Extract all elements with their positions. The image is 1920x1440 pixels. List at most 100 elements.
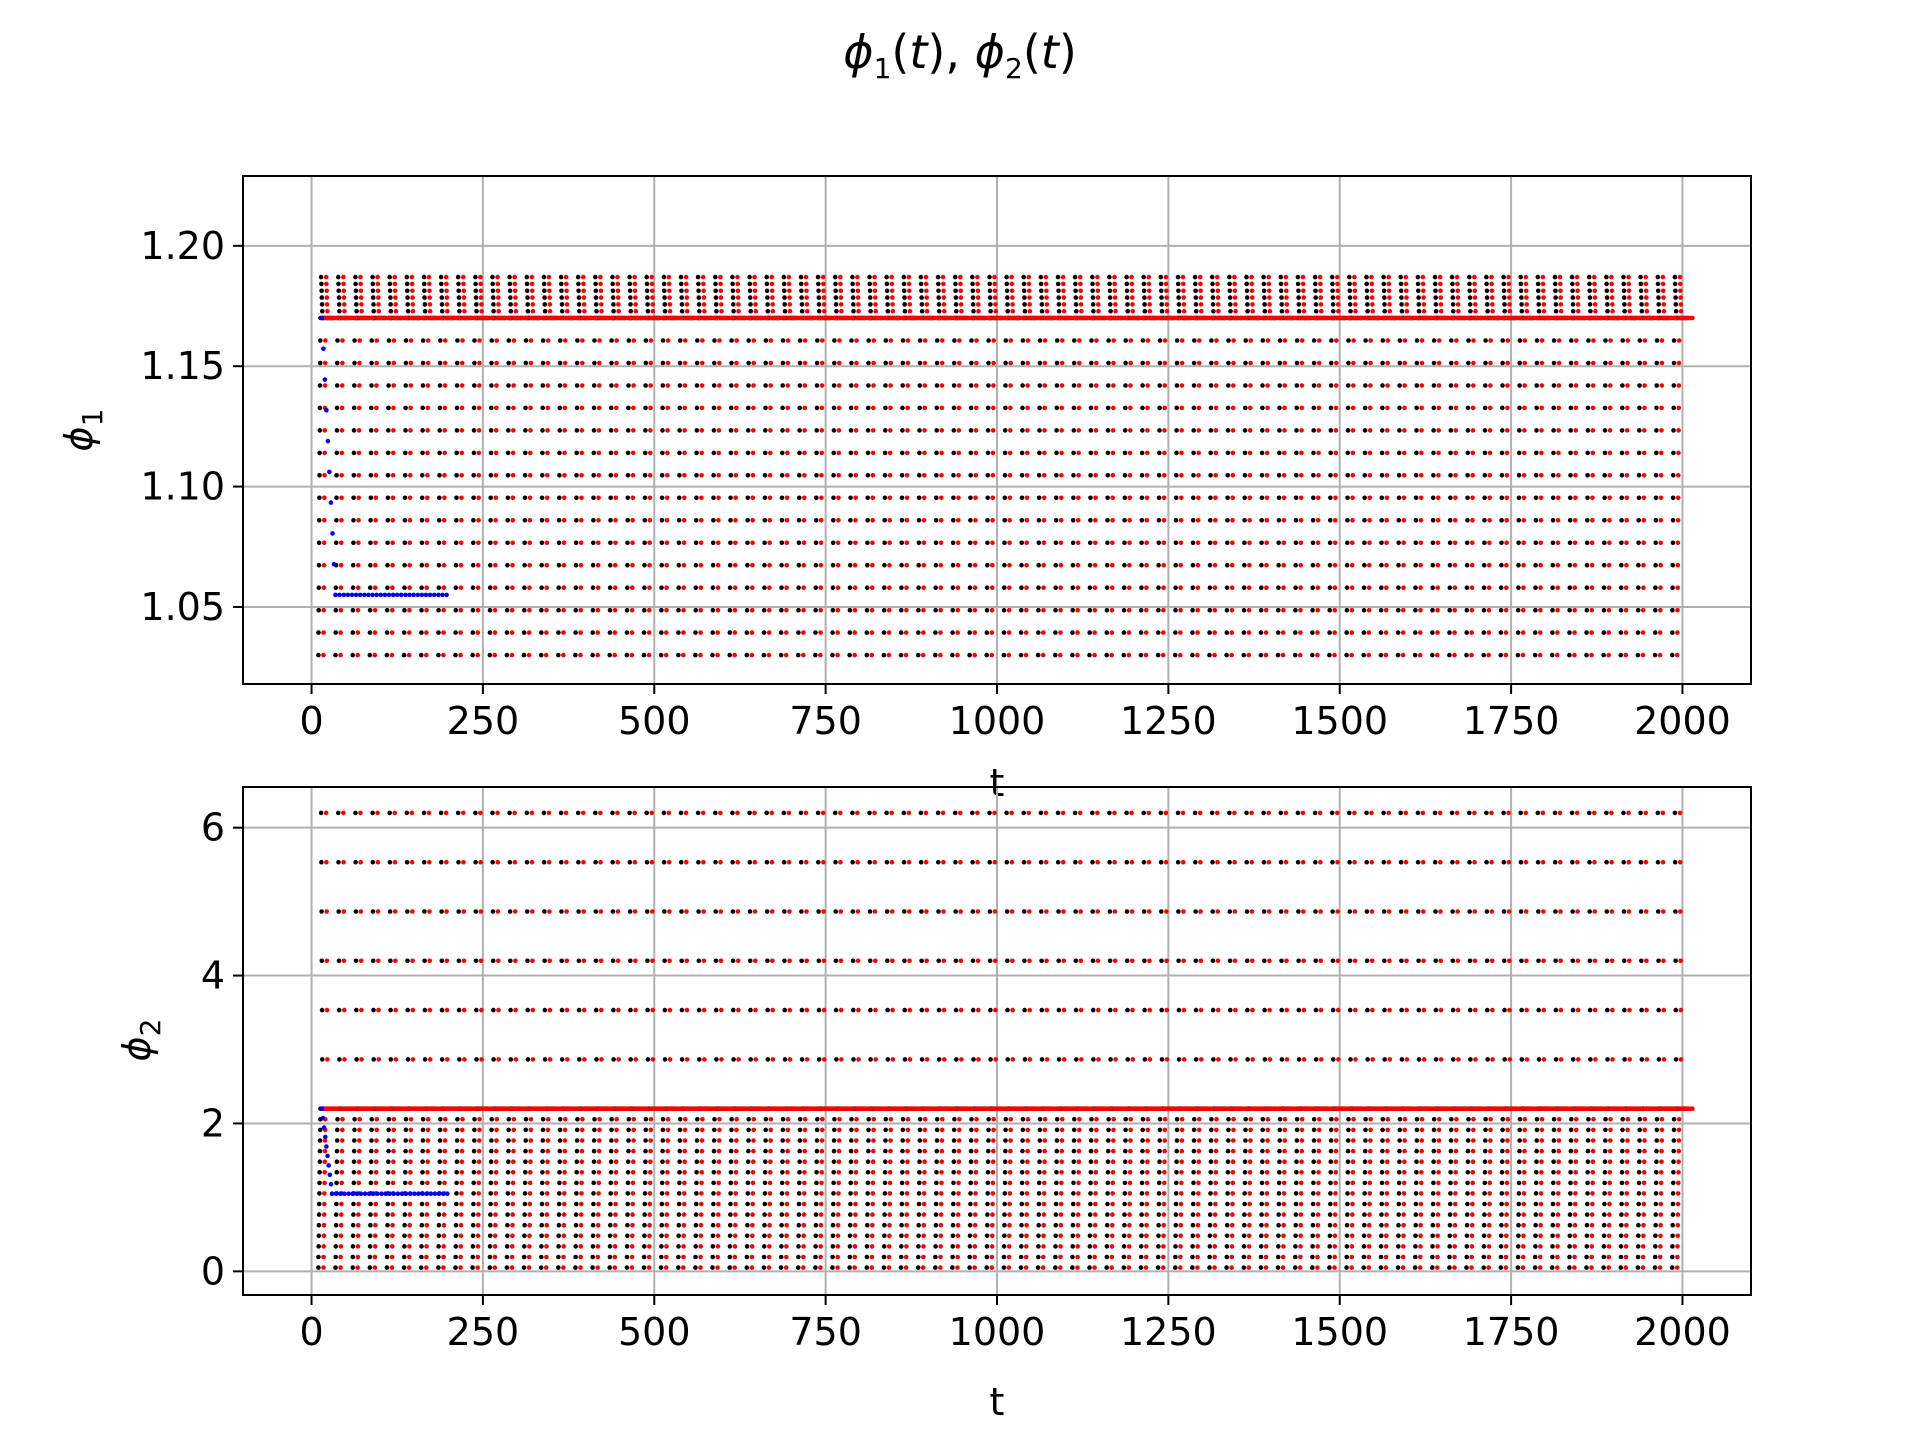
data-point bbox=[974, 338, 979, 343]
data-point bbox=[1415, 281, 1421, 287]
data-point bbox=[951, 360, 957, 366]
data-point bbox=[1002, 540, 1007, 546]
data-point bbox=[819, 428, 825, 433]
data-point bbox=[607, 630, 613, 635]
data-point bbox=[596, 428, 602, 433]
data-point bbox=[1003, 360, 1008, 366]
data-point bbox=[1585, 473, 1590, 478]
data-point bbox=[476, 540, 481, 546]
data-point bbox=[393, 308, 399, 314]
data-point bbox=[1558, 295, 1563, 300]
data-point bbox=[847, 630, 853, 635]
data-point bbox=[831, 428, 837, 433]
data-point bbox=[559, 308, 565, 314]
data-point bbox=[889, 281, 895, 287]
data-point bbox=[1452, 540, 1458, 546]
data-point bbox=[1345, 495, 1350, 501]
data-point bbox=[1061, 302, 1067, 307]
data-point bbox=[543, 652, 549, 658]
data-point bbox=[1210, 295, 1216, 300]
data-point bbox=[984, 652, 989, 658]
data-point bbox=[419, 607, 424, 613]
data-point bbox=[1233, 308, 1238, 314]
data-point bbox=[1212, 630, 1217, 635]
data-point bbox=[699, 473, 704, 478]
data-point bbox=[633, 308, 639, 314]
data-point bbox=[746, 338, 751, 343]
data-point bbox=[830, 585, 836, 590]
data-point bbox=[796, 495, 802, 501]
data-point bbox=[898, 652, 904, 658]
data-point bbox=[782, 302, 787, 307]
data-point bbox=[1489, 288, 1495, 294]
data-point bbox=[1334, 360, 1339, 366]
data-point bbox=[933, 518, 939, 523]
data-point bbox=[695, 274, 701, 280]
data-point bbox=[864, 607, 870, 613]
data-point bbox=[768, 383, 773, 388]
data-point bbox=[631, 383, 636, 388]
data-point bbox=[544, 540, 550, 546]
data-point bbox=[505, 518, 511, 523]
data-point bbox=[1311, 428, 1316, 433]
data-point bbox=[900, 450, 905, 456]
data-point bbox=[955, 585, 961, 590]
data-point bbox=[630, 495, 636, 501]
data-point bbox=[796, 540, 802, 546]
data-point bbox=[816, 281, 821, 287]
data-point bbox=[1587, 315, 1592, 321]
data-point bbox=[540, 360, 546, 366]
data-point bbox=[1654, 338, 1660, 343]
data-point bbox=[1019, 540, 1024, 546]
data-point bbox=[456, 288, 462, 294]
data-point bbox=[847, 585, 853, 590]
data-point bbox=[457, 308, 462, 314]
data-point bbox=[424, 540, 430, 546]
data-point bbox=[1060, 338, 1065, 343]
data-point bbox=[342, 308, 347, 314]
data-point bbox=[539, 630, 544, 635]
data-point bbox=[1503, 630, 1509, 635]
data-point bbox=[540, 428, 545, 433]
data-point bbox=[1023, 652, 1029, 658]
data-point bbox=[1092, 585, 1098, 590]
data-point bbox=[1247, 495, 1253, 501]
data-point bbox=[1059, 473, 1064, 478]
data-point bbox=[865, 450, 871, 456]
data-point bbox=[813, 585, 819, 590]
data-point bbox=[1229, 652, 1234, 658]
data-point bbox=[821, 288, 826, 294]
data-point bbox=[1112, 274, 1117, 280]
data-point bbox=[968, 450, 974, 456]
data-point bbox=[682, 428, 687, 433]
data-point bbox=[973, 518, 978, 523]
data-point bbox=[321, 652, 326, 658]
data-point bbox=[801, 585, 806, 590]
data-point bbox=[905, 360, 911, 366]
data-point bbox=[985, 518, 990, 523]
data-point bbox=[730, 295, 736, 300]
data-point bbox=[919, 315, 924, 321]
data-point bbox=[1005, 308, 1010, 314]
data-point bbox=[873, 302, 878, 307]
data-point bbox=[1181, 295, 1186, 300]
data-point bbox=[505, 495, 511, 501]
data-point bbox=[820, 338, 825, 343]
data-point bbox=[610, 295, 616, 300]
data-point bbox=[852, 607, 858, 613]
data-point bbox=[1144, 585, 1149, 590]
data-point bbox=[1078, 295, 1084, 300]
data-point bbox=[1162, 338, 1168, 343]
data-point bbox=[1641, 562, 1646, 568]
data-point bbox=[1035, 652, 1041, 658]
data-point bbox=[1433, 302, 1439, 307]
data-point bbox=[1532, 652, 1538, 658]
data-point bbox=[456, 315, 461, 321]
data-point bbox=[1328, 518, 1333, 523]
data-point bbox=[711, 450, 717, 456]
data-point bbox=[1677, 274, 1683, 280]
data-point bbox=[835, 607, 841, 613]
data-point bbox=[1469, 585, 1475, 590]
data-point bbox=[563, 274, 569, 280]
data-point bbox=[523, 405, 528, 411]
